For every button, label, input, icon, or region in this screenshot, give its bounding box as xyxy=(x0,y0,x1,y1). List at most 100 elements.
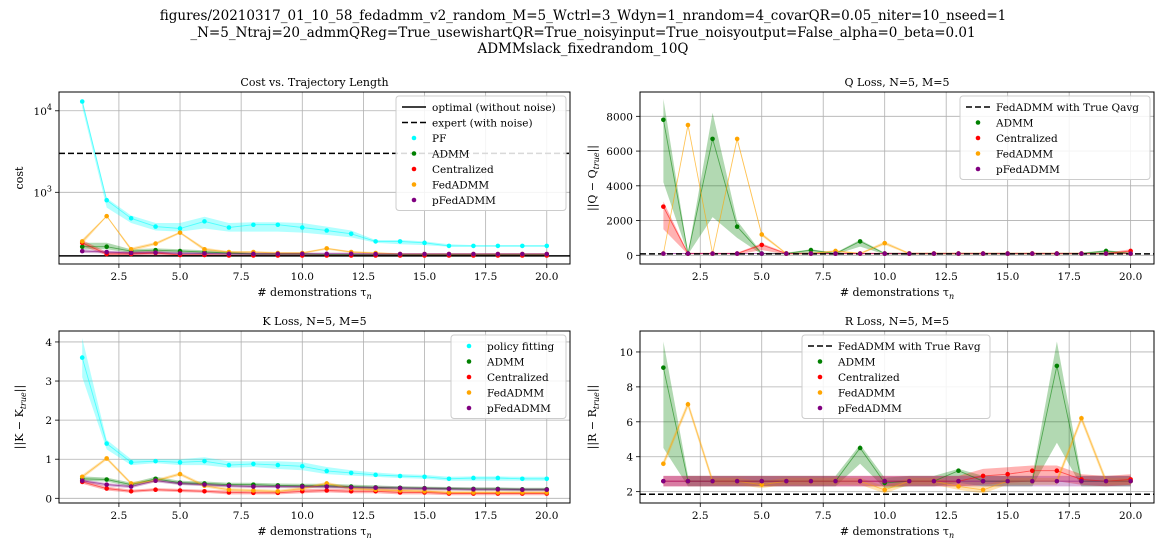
series-line-admm xyxy=(82,246,547,256)
legend-dot-marker xyxy=(466,343,472,349)
x-tick-label: 5.0 xyxy=(753,271,770,283)
x-tick-label: 20.0 xyxy=(1119,271,1142,283)
data-point-pfedadmm xyxy=(79,478,85,484)
x-tick-label: 7.5 xyxy=(815,510,832,522)
legend: FedADMM with True Ravg ADMM Centralized Fed… xyxy=(801,334,991,419)
data-point-pfedadmm xyxy=(104,249,109,255)
data-point-centralized xyxy=(153,487,158,493)
data-point-centralized xyxy=(1005,471,1010,477)
x-tick-label: 12.5 xyxy=(934,510,957,522)
data-point-pf xyxy=(104,197,109,203)
legend-entry-label: optimal (without noise) xyxy=(432,102,556,114)
x-tick-label: 12.5 xyxy=(352,271,375,283)
legend-entry-label: ADMM xyxy=(995,118,1034,130)
data-point-fedadmm xyxy=(734,136,740,142)
legend-entry-label: pFedADMM xyxy=(996,164,1060,176)
y-tick-label: 6000 xyxy=(606,146,633,158)
data-point-pf xyxy=(275,462,281,468)
legend-entry-label: FedADMM xyxy=(432,180,489,192)
data-point-pfedadmm xyxy=(251,251,256,257)
data-point-pfedadmm xyxy=(906,478,912,484)
data-point-pfedadmm xyxy=(128,250,134,256)
chart-title: Cost vs. Trajectory Length xyxy=(240,76,388,89)
data-point-pfedadmm xyxy=(422,486,427,491)
data-point-fedadmm xyxy=(251,488,256,493)
x-tick-label: 15.0 xyxy=(413,271,436,283)
y-tick-label: 6 xyxy=(626,417,633,429)
series-line-pfedadmm xyxy=(82,250,547,255)
legend-frame xyxy=(801,334,991,419)
data-point-fedadmm xyxy=(324,246,330,251)
data-point-pf xyxy=(251,222,256,228)
y-tick-label: 8000 xyxy=(606,111,633,123)
data-point-pfedadmm xyxy=(956,251,961,256)
y-tick-label: 104 xyxy=(34,103,52,118)
x-tick-label: 7.5 xyxy=(233,510,250,522)
y-tick-label: 1 xyxy=(45,454,52,466)
data-point-pfedadmm xyxy=(1054,478,1060,484)
data-point-pf xyxy=(153,458,158,464)
data-point-fedadmm xyxy=(153,241,158,246)
legend-entry-label: pFedADMM xyxy=(487,403,551,415)
data-point-pfedadmm xyxy=(251,484,256,489)
x-tick-label: 12.5 xyxy=(352,510,375,522)
y-tick-label: 10 xyxy=(620,347,633,359)
data-point-centralized xyxy=(177,488,183,493)
data-point-fedadmm xyxy=(177,471,183,477)
chart-title: Q Loss, N=5, M=5 xyxy=(844,76,949,89)
y-tick-label: 4 xyxy=(626,452,633,464)
data-point-pfedadmm xyxy=(710,478,715,484)
data-point-pfedadmm xyxy=(931,478,937,484)
x-tick-label: 10.0 xyxy=(873,271,896,283)
data-point-pf xyxy=(128,460,134,465)
x-axis-label: # demonstrations τn xyxy=(840,525,954,540)
data-point-fedadmm xyxy=(275,488,281,494)
data-point-pfedadmm xyxy=(685,251,691,256)
chart-title: R Loss, N=5, M=5 xyxy=(845,315,949,328)
data-point-pfedadmm xyxy=(833,478,838,484)
data-point-pfedadmm xyxy=(882,478,888,484)
legend-dot-marker xyxy=(411,197,417,203)
data-point-pf xyxy=(348,470,354,476)
data-point-pfedadmm xyxy=(1128,478,1133,484)
legend-entry-label: expert (with noise) xyxy=(432,118,533,130)
data-point-admm xyxy=(1054,363,1060,369)
data-point-pf xyxy=(324,228,330,233)
data-point-pfedadmm xyxy=(202,482,207,487)
data-point-pfedadmm xyxy=(275,251,281,257)
data-point-pfedadmm xyxy=(661,251,666,256)
x-tick-label: 20.0 xyxy=(535,271,558,283)
legend-entry-label: FedADMM with True Ravg xyxy=(838,341,981,353)
data-point-pf xyxy=(471,475,476,481)
legend-dot-marker xyxy=(466,374,472,380)
data-point-pfedadmm xyxy=(1005,478,1010,484)
data-point-pfedadmm xyxy=(495,251,501,257)
data-point-pfedadmm xyxy=(422,251,427,257)
data-point-pfedadmm xyxy=(471,251,476,257)
legend-entry-label: pFedADMM xyxy=(838,403,902,415)
legend-entry-label: PF xyxy=(432,133,446,145)
data-point-pfedadmm xyxy=(153,478,158,484)
data-point-pf xyxy=(177,460,183,465)
data-point-pfedadmm xyxy=(324,251,330,257)
data-point-admm xyxy=(79,244,85,250)
data-point-pfedadmm xyxy=(808,251,814,256)
data-point-pfedadmm xyxy=(857,478,863,484)
data-point-pfedadmm xyxy=(177,481,183,486)
chart-4: 2.5 5.0 7.5 10.0 12.5 15.0 17.5 20.0 2 4 6 8 10 R Los… xyxy=(586,315,1155,540)
y-axis-label: ||K − Ktrue|| xyxy=(13,385,28,449)
data-point-fedadmm xyxy=(177,230,183,235)
data-point-pfedadmm xyxy=(857,251,863,256)
x-tick-label: 10.0 xyxy=(291,271,314,283)
y-tick-label: 103 xyxy=(34,184,52,199)
data-point-fedadmm xyxy=(685,402,691,407)
data-point-pfedadmm xyxy=(348,485,354,490)
data-point-pfedadmm xyxy=(373,485,378,491)
data-point-pfedadmm xyxy=(520,487,525,493)
data-point-pf xyxy=(324,468,330,474)
data-point-pfedadmm xyxy=(520,251,525,257)
data-point-pf xyxy=(495,243,501,249)
data-point-admm xyxy=(857,239,863,244)
data-point-pfedadmm xyxy=(79,248,85,254)
x-tick-label: 5.0 xyxy=(172,271,189,283)
